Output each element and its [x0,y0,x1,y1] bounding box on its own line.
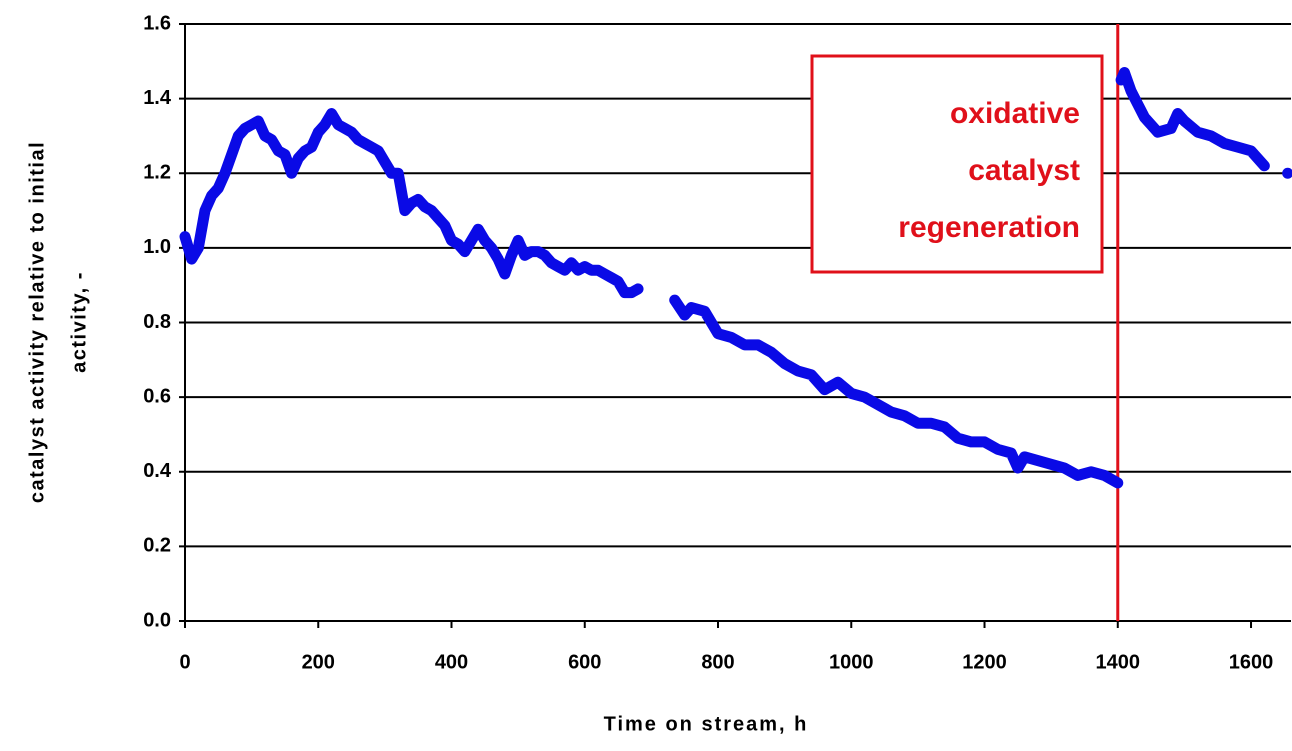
annotation-text: catalyst [968,154,1080,187]
x-tick-label: 1200 [962,651,1007,673]
data-line [179,67,1292,489]
x-tick-label: 0 [179,651,190,673]
y-tick-label: 0.0 [143,609,171,631]
annotation-box [810,54,1104,274]
y-tick-label: 1.4 [143,87,172,109]
x-tick-label: 800 [701,651,734,673]
x-tick-label: 600 [568,651,601,673]
x-tick-label: 1400 [1096,651,1141,673]
y-tick-label: 1.0 [143,236,171,258]
x-tick-label: 1000 [829,651,874,673]
y-axis-label: activity, - [68,271,90,373]
x-tick-label: 1600 [1229,651,1274,673]
y-tick-label: 0.2 [143,535,171,557]
y-tick-label: 0.4 [143,460,172,482]
x-tick-label: 400 [435,651,468,673]
y-tick-label: 1.6 [143,12,171,34]
y-tick-label: 0.8 [143,311,171,333]
x-axis-label: Time on stream, h [604,713,809,735]
x-tick-label: 200 [302,651,335,673]
y-axis-label: catalyst activity relative to initial [26,141,48,503]
y-tick-label: 1.2 [143,162,171,184]
annotation-text: oxidative [950,97,1080,130]
y-tick-label: 0.6 [143,385,171,407]
annotation-text: regeneration [898,211,1080,244]
